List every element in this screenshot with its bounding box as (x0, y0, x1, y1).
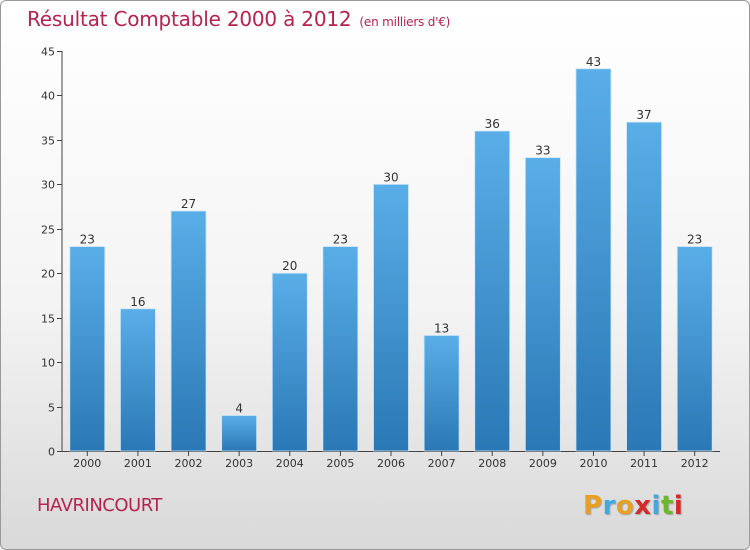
logo-letter: r (602, 491, 616, 521)
bar (322, 246, 359, 452)
bar-value-label: 23 (80, 233, 95, 247)
bar-value-label: 20 (282, 259, 297, 273)
x-tick-label: 2000 (73, 457, 101, 470)
logo-letter: x (634, 491, 652, 521)
y-tick-label: 25 (41, 224, 55, 237)
y-tick-label: 30 (41, 179, 55, 192)
x-tick-label: 2011 (630, 457, 658, 470)
chart-subtitle: (en milliers d'€) (359, 15, 451, 29)
y-tick-label: 0 (48, 446, 55, 459)
bar-value-label: 36 (485, 117, 500, 131)
y-tick-label: 20 (41, 268, 55, 281)
bar-value-label: 4 (235, 401, 243, 415)
logo-letter: o (615, 491, 635, 521)
bar (474, 130, 511, 452)
x-tick-label: 2002 (175, 457, 203, 470)
bar (120, 308, 156, 452)
chart-title-text: Résultat Comptable 2000 à 2012 (27, 7, 352, 31)
proxiti-logo: Proxiti (583, 491, 683, 521)
bar-value-label: 13 (434, 321, 449, 335)
bar-value-label: 43 (586, 55, 601, 69)
location-name: HAVRINCOURT (37, 495, 162, 516)
bar (271, 272, 308, 452)
bar (69, 246, 106, 452)
y-tick-label: 15 (41, 313, 55, 326)
bar (575, 68, 612, 452)
bar-value-label: 27 (181, 197, 196, 211)
bar (423, 335, 460, 452)
x-tick-label: 2012 (681, 457, 709, 470)
y-tick-label: 40 (41, 90, 55, 103)
logo-letter: i (673, 491, 684, 521)
bar (626, 121, 662, 452)
logo-letter: P (583, 491, 603, 521)
bar (221, 415, 258, 452)
y-tick-label: 5 (48, 402, 55, 415)
logo-letter: i (651, 491, 661, 521)
bar (524, 157, 561, 452)
x-tick-label: 2007 (428, 457, 456, 470)
x-tick-label: 2005 (326, 457, 354, 470)
bar-value-label: 16 (130, 295, 145, 309)
x-tick-label: 2003 (225, 457, 253, 470)
x-tick-label: 2001 (124, 457, 152, 470)
bar (373, 183, 409, 452)
bar-value-label: 37 (636, 108, 651, 122)
bar (676, 246, 713, 452)
x-tick-label: 2004 (276, 457, 304, 470)
bar-value-label: 30 (383, 170, 398, 184)
bar-value-label: 23 (333, 233, 348, 247)
logo-letter: t (660, 491, 674, 521)
y-tick-label: 45 (41, 46, 55, 59)
x-tick-label: 2006 (377, 457, 405, 470)
y-tick-label: 10 (41, 357, 55, 370)
x-tick-label: 2009 (529, 457, 557, 470)
y-tick-label: 35 (41, 135, 55, 148)
chart-title: Résultat Comptable 2000 à 2012 (en millie… (27, 7, 450, 31)
bar-value-label: 23 (687, 233, 702, 247)
x-tick-label: 2008 (478, 457, 506, 470)
bar (170, 210, 207, 452)
bar-value-label: 33 (535, 144, 550, 158)
x-tick-label: 2010 (579, 457, 607, 470)
